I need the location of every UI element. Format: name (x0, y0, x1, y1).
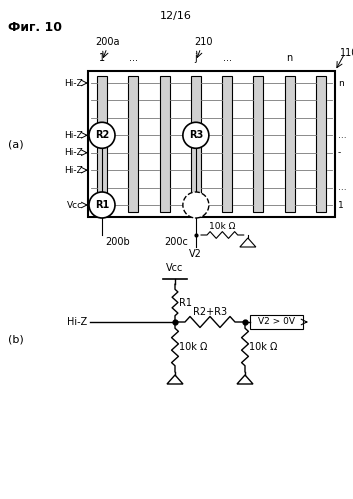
Text: V2 > 0V: V2 > 0V (258, 317, 295, 326)
Bar (191, 76, 201, 212)
Circle shape (89, 192, 115, 218)
Text: n: n (287, 53, 293, 63)
Text: 12/16: 12/16 (160, 11, 192, 21)
Text: 210: 210 (195, 37, 213, 47)
Text: (a): (a) (8, 139, 24, 149)
Circle shape (89, 122, 115, 148)
Circle shape (183, 192, 209, 218)
Bar (253, 76, 263, 212)
Bar (97, 76, 107, 212)
Text: R1: R1 (179, 297, 192, 307)
Circle shape (183, 122, 209, 148)
Bar (285, 76, 295, 212)
Bar (222, 76, 232, 212)
Bar (250, 315, 303, 329)
Text: R2+R3: R2+R3 (193, 307, 227, 317)
Text: 10k Ω: 10k Ω (209, 222, 235, 231)
Text: Vcc: Vcc (166, 263, 184, 273)
Text: R3: R3 (189, 130, 203, 140)
Text: Hi-Z: Hi-Z (64, 78, 83, 87)
Text: Фиг. 10: Фиг. 10 (8, 21, 62, 34)
Text: R1: R1 (95, 200, 109, 210)
Bar (88, 71, 335, 217)
Text: -: - (338, 148, 341, 157)
Text: Hi-Z: Hi-Z (64, 166, 83, 175)
Text: 200c: 200c (164, 237, 188, 247)
Text: 200b: 200b (105, 237, 130, 247)
Text: n: n (338, 78, 344, 87)
Text: 1: 1 (338, 201, 344, 210)
Text: R2: R2 (95, 130, 109, 140)
Text: Hi-Z: Hi-Z (67, 317, 87, 327)
Text: 10k Ω: 10k Ω (249, 342, 277, 352)
Bar (160, 76, 169, 212)
Text: Vcc: Vcc (67, 201, 83, 210)
Text: ...: ... (223, 53, 232, 63)
Text: Hi-Z: Hi-Z (64, 148, 83, 157)
Text: (b): (b) (8, 334, 24, 344)
Text: 110: 110 (340, 48, 353, 58)
Text: V2: V2 (190, 249, 202, 259)
Bar (128, 76, 138, 212)
Bar (316, 76, 326, 212)
Text: 1: 1 (99, 53, 105, 63)
Text: ...: ... (338, 131, 347, 140)
Text: ...: ... (338, 183, 347, 192)
Text: Hi-Z: Hi-Z (64, 131, 83, 140)
Text: 10k Ω: 10k Ω (179, 342, 207, 352)
Text: 200a: 200a (95, 37, 119, 47)
Text: ...: ... (129, 53, 138, 63)
Text: j: j (195, 53, 197, 63)
